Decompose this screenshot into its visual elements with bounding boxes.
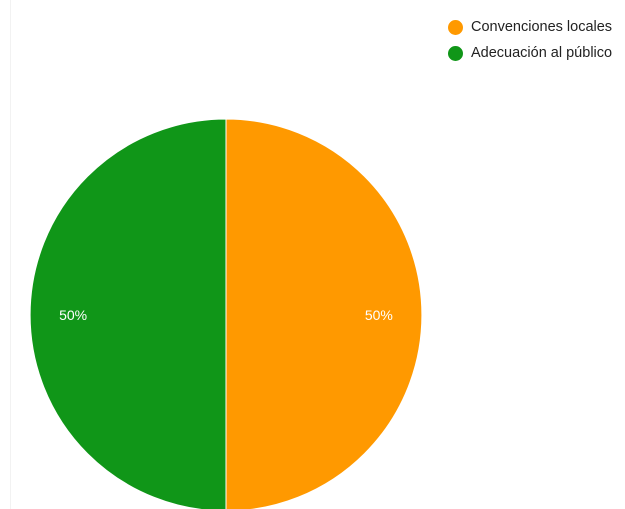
chart-legend: Convenciones locales Adecuación al públi… — [448, 14, 612, 66]
pie-slice-0[interactable] — [225, 118, 423, 509]
legend-item-adecuacion-al-publico[interactable]: Adecuación al público — [448, 40, 612, 66]
divider — [10, 0, 11, 509]
slice-data-label-1: 50% — [59, 307, 87, 323]
slice-data-label-0: 50% — [365, 307, 393, 323]
legend-label: Convenciones locales — [471, 19, 613, 35]
legend-swatch-adecuacion-al-publico — [448, 45, 463, 61]
legend-item-convenciones-locales[interactable]: Convenciones locales — [448, 14, 612, 40]
pie-slice-1[interactable] — [29, 118, 227, 509]
legend-swatch-convenciones-locales — [448, 19, 463, 35]
legend-label: Adecuación al público — [471, 45, 613, 61]
